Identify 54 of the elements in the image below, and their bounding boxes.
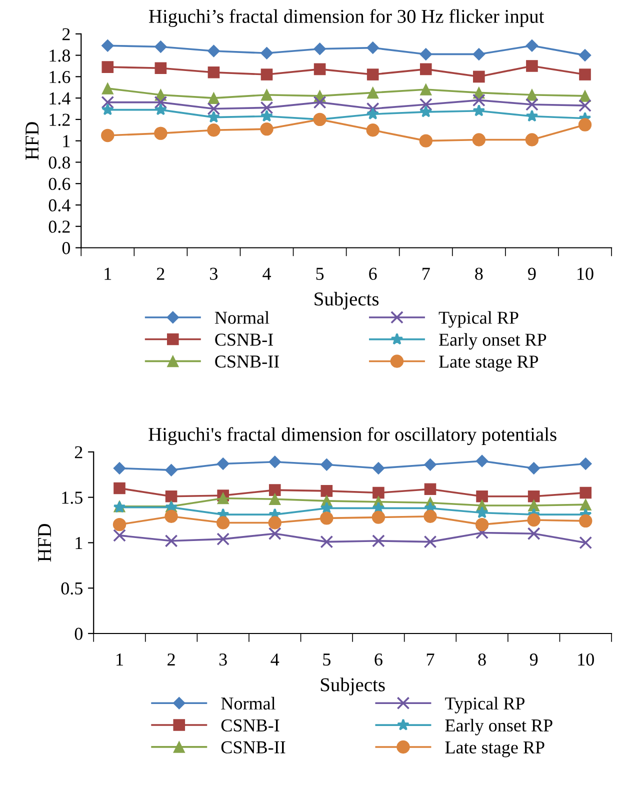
legend-label: CSNB-II — [221, 741, 286, 754]
x-tick-label: 2 — [168, 654, 175, 666]
legend-label: Normal — [221, 696, 276, 710]
y-tick-label: 2 — [74, 446, 82, 458]
y-tick-label: 0.5 — [61, 582, 82, 595]
x-tick-label: 10 — [578, 653, 594, 666]
x-tick-label: 8 — [475, 268, 483, 280]
legend-label: CSNB-I — [215, 334, 273, 346]
y-tick-label: 0.4 — [48, 199, 70, 212]
x-tick-label: 7 — [426, 654, 434, 666]
x-tick-label: 2 — [156, 268, 164, 280]
legend-label: Typical RP — [445, 696, 525, 714]
y-tick-label: 1 — [63, 135, 70, 148]
x-tick-label: 10 — [578, 268, 594, 280]
x-tick-label: 5 — [323, 654, 330, 666]
y-tick-label: 1 — [76, 537, 82, 549]
y-axis-title: HFD — [26, 122, 38, 160]
y-tick-label: 0.8 — [48, 156, 70, 169]
y-tick-label: 1.5 — [62, 492, 82, 504]
x-tick-label: 3 — [219, 654, 227, 666]
legend-label: Late stage RP — [439, 356, 538, 372]
x-tick-label: 1 — [104, 268, 112, 280]
legend-label: Normal — [214, 311, 270, 324]
x-tick-label: 4 — [270, 654, 280, 666]
y-tick-label: 0 — [74, 628, 82, 640]
x-tick-label: 5 — [316, 268, 324, 280]
legend-label: Early onset RP — [445, 718, 552, 736]
y-tick-label: 1.4 — [50, 92, 70, 105]
x-axis-title: Subjects — [320, 678, 385, 696]
chart-title: Higuchi's fractal dimension for oscillatory potentials — [148, 427, 556, 446]
legend-label: Early onset RP — [439, 333, 546, 350]
y-tick-label: 1.8 — [50, 50, 70, 62]
legend-label: CSNB-II — [215, 356, 279, 368]
y-tick-label: 2 — [62, 28, 70, 40]
x-tick-label: 9 — [530, 654, 538, 666]
y-tick-label: 1.2 — [50, 114, 70, 126]
y-axis-title: HFD — [38, 524, 51, 562]
x-tick-label: 8 — [478, 653, 486, 666]
x-axis-title: Subjects — [314, 292, 379, 310]
y-tick-label: 0 — [62, 242, 70, 254]
x-tick-label: 7 — [422, 268, 430, 280]
legend-label: Typical RP — [438, 311, 518, 328]
x-tick-label: 6 — [374, 654, 382, 666]
y-tick-label: 0.6 — [48, 178, 70, 190]
x-tick-label: 3 — [210, 268, 218, 280]
x-tick-label: 6 — [369, 268, 377, 280]
chart-title: Higuchi’s fractal dimension for 30 Hz flicker input — [148, 9, 544, 27]
x-tick-label: 9 — [528, 268, 536, 280]
legend-label: Late stage RP — [445, 742, 544, 758]
x-tick-label: 4 — [262, 268, 271, 280]
y-tick-label: 1.6 — [50, 70, 70, 84]
legend-label: CSNB-I — [221, 719, 280, 732]
y-tick-label: 0.2 — [48, 220, 70, 233]
x-tick-label: 1 — [116, 654, 123, 666]
